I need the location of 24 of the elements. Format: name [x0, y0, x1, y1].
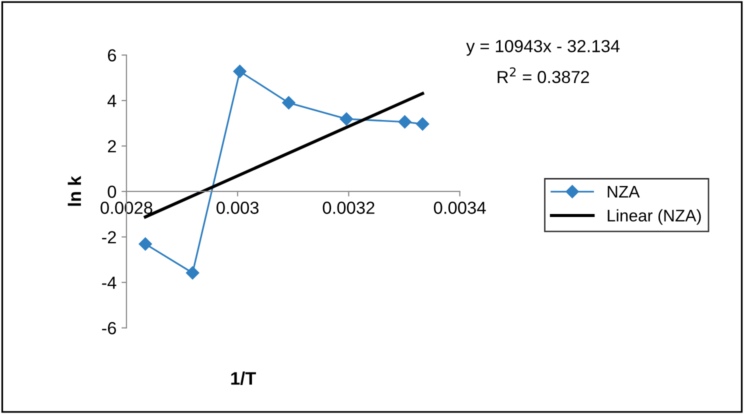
y-tick-label: -6 [102, 322, 116, 334]
text: y = 10943x - 32.134 [466, 40, 620, 56]
y-axis-title: ln k [68, 176, 81, 206]
x-tick-label: 0.003 [216, 202, 259, 214]
x-tick-label: 0.0034 [434, 202, 486, 214]
point [340, 112, 354, 126]
x-axis-title: 1/T [231, 372, 256, 385]
y-tick-label: 0 [108, 186, 116, 198]
legend-label: Linear (NZA) [608, 209, 701, 225]
point [282, 96, 296, 110]
point [416, 117, 430, 131]
text: R$^{2}$ = 0.3872 [498, 67, 589, 84]
point [398, 115, 412, 128]
y-tick-label: 6 [108, 49, 116, 62]
y-tick-label: 4 [108, 94, 116, 107]
x-tick-label: 0.0028 [100, 202, 152, 214]
point [233, 64, 246, 78]
legend-label: NZA [608, 186, 640, 198]
point [186, 266, 200, 280]
y-tick-label: -2 [102, 231, 116, 244]
point [138, 237, 152, 251]
y-tick-label: -4 [102, 276, 116, 289]
x-tick-label: 0.0032 [322, 202, 374, 214]
y-tick-label: 2 [108, 140, 116, 152]
